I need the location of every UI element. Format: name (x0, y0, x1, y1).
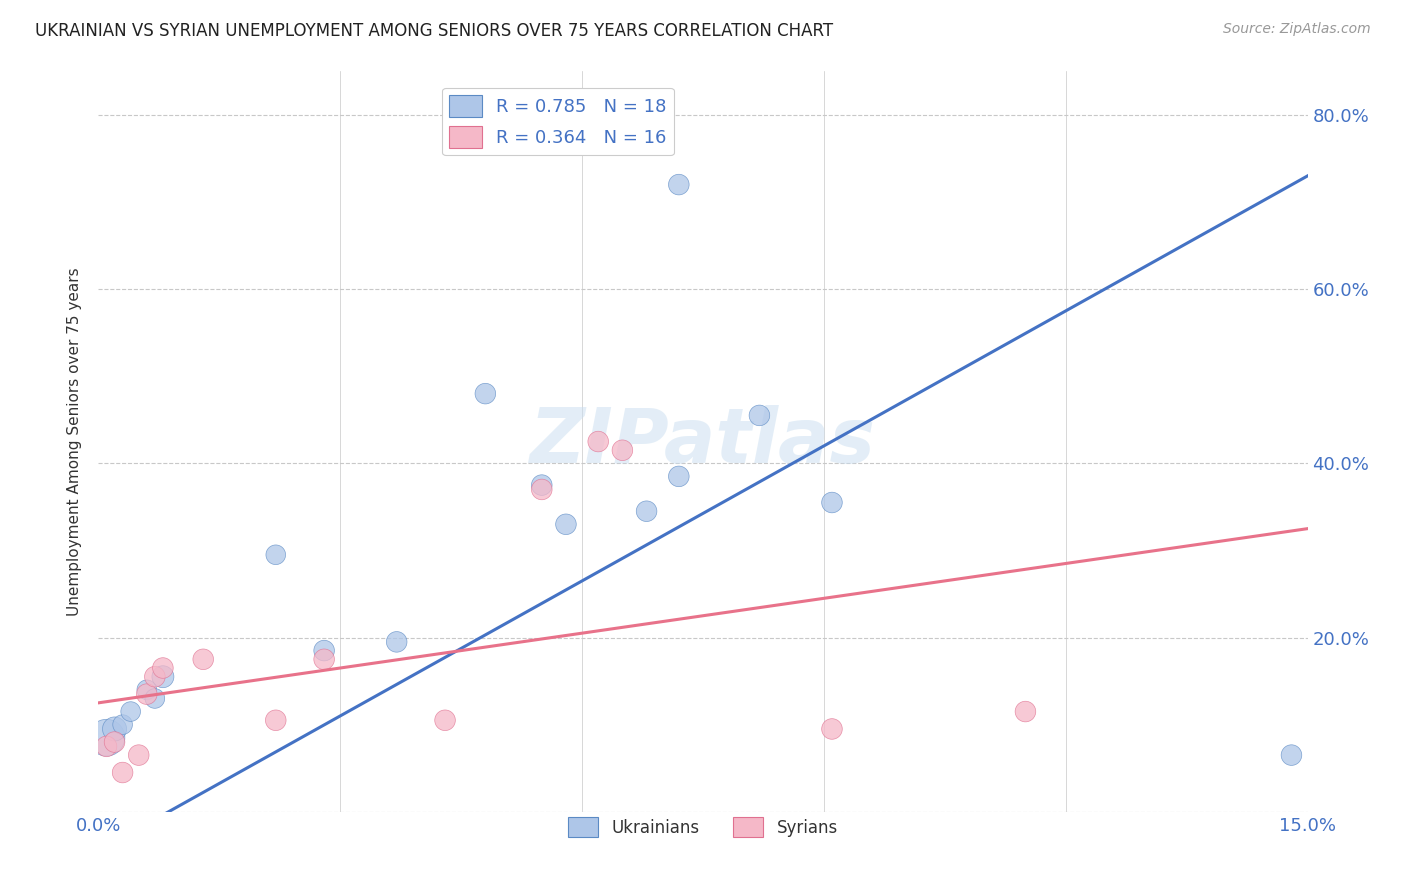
Point (668, 178, 690, 192)
Point (103, 735, 125, 749)
Point (636, 504, 658, 518)
Point (135, 682, 157, 697)
Point (586, 434, 609, 449)
Y-axis label: Unemployment Among Seniors over 75 years: Unemployment Among Seniors over 75 years (67, 268, 83, 615)
Point (1281, 748, 1303, 763)
Point (128, 748, 150, 763)
Point (193, 652, 215, 666)
Text: Source: ZipAtlas.com: Source: ZipAtlas.com (1223, 22, 1371, 37)
Point (135, 687, 157, 701)
Point (530, 483, 553, 497)
Point (385, 635, 408, 649)
Text: UKRAINIAN VS SYRIAN UNEMPLOYMENT AMONG SENIORS OVER 75 YEARS CORRELATION CHART: UKRAINIAN VS SYRIAN UNEMPLOYMENT AMONG S… (35, 22, 834, 40)
Point (264, 713, 287, 727)
Point (434, 713, 457, 727)
Point (474, 386, 496, 401)
Point (530, 478, 553, 492)
Point (748, 409, 770, 423)
Point (120, 705, 142, 719)
Point (152, 661, 174, 675)
Point (612, 443, 634, 458)
Legend: Ukrainians, Syrians: Ukrainians, Syrians (561, 811, 845, 844)
Point (103, 722, 125, 736)
Point (555, 517, 578, 532)
Point (111, 765, 134, 780)
Point (264, 548, 287, 562)
Point (1014, 705, 1036, 719)
Point (96, 739, 118, 754)
Point (152, 670, 174, 684)
Point (821, 722, 844, 736)
Point (668, 469, 690, 483)
Point (821, 495, 844, 509)
Point (314, 652, 336, 666)
Point (314, 643, 336, 657)
Point (143, 691, 166, 706)
Point (96, 731, 118, 745)
Point (111, 717, 134, 731)
Point (143, 670, 166, 684)
Text: ZIPatlas: ZIPatlas (530, 405, 876, 478)
